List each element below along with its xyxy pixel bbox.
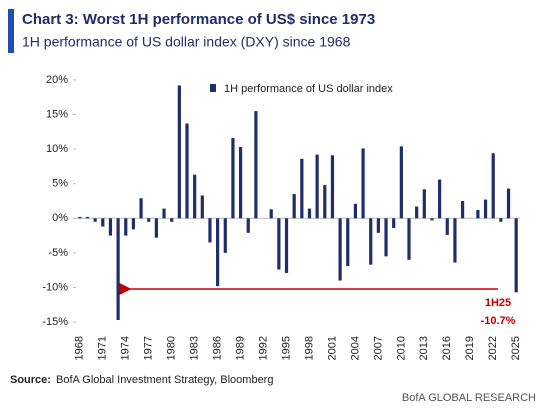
bar	[185, 123, 189, 219]
bar	[124, 218, 128, 236]
bar	[277, 218, 281, 270]
bar	[422, 189, 426, 219]
y-tick-label: -10%	[42, 281, 68, 293]
bar	[506, 188, 511, 219]
bar	[200, 195, 204, 219]
bar	[453, 218, 457, 263]
bar	[300, 158, 304, 219]
bar	[476, 209, 480, 219]
bar	[384, 218, 388, 257]
bar	[499, 218, 503, 222]
bar	[361, 148, 365, 219]
title-accent	[8, 9, 14, 53]
bar	[101, 218, 105, 227]
x-tick-label: 1971	[97, 336, 109, 360]
x-tick-label: 2025	[510, 336, 522, 360]
x-tick-label: 1974	[120, 336, 132, 360]
legend-label: 1H performance of US dollar index	[224, 83, 393, 95]
bar	[177, 85, 181, 219]
bar	[445, 218, 449, 235]
x-tick-label: 1992	[257, 336, 269, 360]
bar	[170, 218, 174, 222]
bar	[415, 206, 419, 219]
x-tick-label: 2007	[372, 336, 384, 360]
bar	[93, 218, 97, 222]
bar	[483, 199, 488, 219]
bar	[131, 218, 136, 230]
chart-title: Chart 3: Worst 1H performance of US$ sin…	[22, 11, 375, 28]
bar	[162, 208, 166, 219]
bar	[231, 138, 235, 219]
x-tick-label: 2010	[395, 336, 407, 360]
bar	[369, 218, 373, 265]
bar	[330, 155, 335, 219]
bar	[491, 153, 495, 219]
bar	[139, 198, 143, 219]
x-tick-label: 2004	[349, 336, 361, 360]
x-tick-label: 1986	[212, 336, 224, 360]
bar	[346, 218, 350, 267]
x-tick-label: 1989	[234, 336, 246, 360]
annotation-value: -10.7%	[481, 315, 516, 327]
x-tick-label: 2001	[326, 336, 338, 360]
bar	[78, 216, 82, 219]
bar	[284, 218, 289, 273]
x-tick-label: 1983	[189, 336, 201, 360]
y-tick-label: 0%	[52, 212, 68, 224]
y-tick-label: 5%	[52, 178, 68, 190]
x-tick-label: 2022	[487, 336, 499, 360]
bar	[246, 218, 250, 233]
bar	[338, 218, 342, 281]
bar	[399, 146, 403, 219]
bar	[85, 216, 90, 219]
bar	[315, 154, 319, 219]
legend-swatch	[210, 84, 216, 92]
bar	[238, 147, 243, 219]
bar	[208, 218, 212, 243]
x-tick-label: 2019	[464, 336, 476, 360]
bar	[292, 194, 296, 219]
bar	[154, 218, 158, 238]
bar	[407, 218, 411, 260]
y-tick-label: 10%	[46, 143, 68, 155]
bar	[392, 218, 396, 228]
y-tick-label: 15%	[46, 108, 68, 120]
x-tick-label: 1995	[280, 336, 292, 360]
bar	[193, 174, 197, 219]
footer: BofA GLOBAL RESEARCH	[402, 392, 536, 404]
bar	[147, 218, 151, 222]
annotation-label: 1H25	[485, 297, 511, 309]
y-tick-label: -5%	[48, 247, 68, 259]
bar	[430, 218, 434, 221]
x-tick-label: 1980	[166, 336, 178, 360]
bar	[353, 203, 358, 219]
x-tick-label: 2013	[418, 336, 430, 360]
bar	[323, 185, 327, 219]
bar	[376, 218, 380, 233]
x-tick-label: 2016	[441, 336, 453, 360]
y-tick-label: 20%	[46, 74, 68, 86]
source: BofA Global Investment Strategy, Bloombe…	[56, 374, 273, 386]
x-tick-label: 1998	[303, 336, 315, 360]
source-label: Source:	[10, 374, 51, 386]
bar	[223, 218, 227, 253]
bar	[514, 218, 518, 293]
x-tick-label: 1968	[74, 336, 86, 360]
bar	[269, 209, 273, 219]
bar	[108, 218, 113, 236]
bar	[438, 179, 442, 219]
bar	[460, 201, 465, 219]
bar	[307, 208, 312, 219]
x-tick-label: 1977	[143, 336, 155, 360]
bar	[216, 218, 220, 287]
y-tick-label: -15%	[42, 316, 68, 328]
bar	[116, 218, 120, 321]
chart-subtitle: 1H performance of US dollar index (DXY) …	[22, 34, 351, 50]
bar	[254, 111, 258, 219]
